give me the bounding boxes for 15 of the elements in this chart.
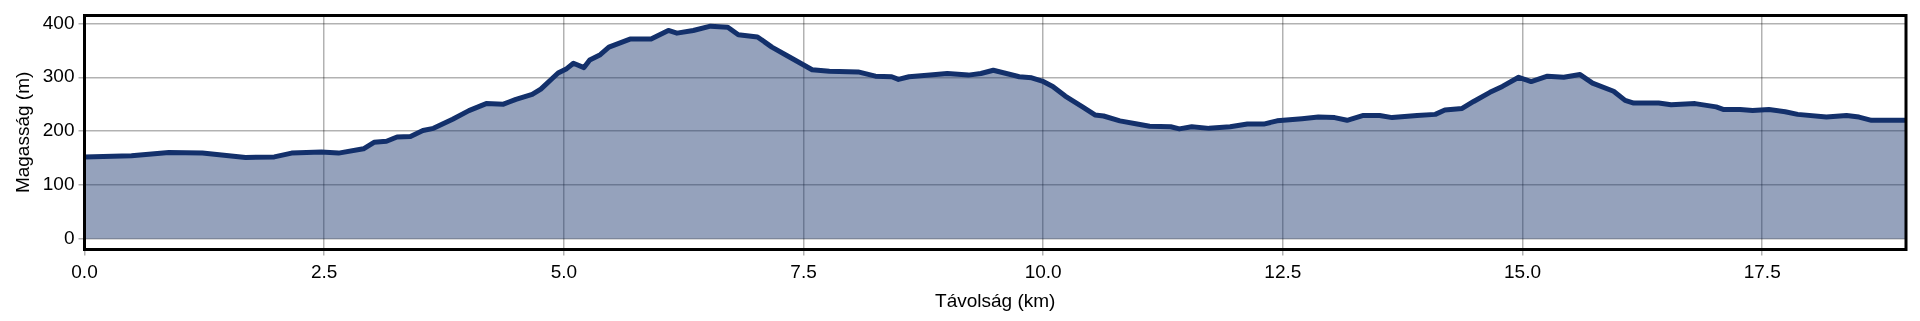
y-tick-label: 300: [42, 65, 75, 87]
y-tick-label: 200: [42, 119, 75, 141]
y-axis-title: Magasság (m): [11, 71, 33, 194]
x-tick-label: 7.5: [790, 261, 817, 283]
x-tick-label: 17.5: [1743, 261, 1781, 283]
y-tick-label: 0: [63, 226, 75, 248]
x-axis-title: Távolság (km): [935, 289, 1056, 311]
y-tick-label: 400: [42, 11, 75, 33]
x-tick-label: 2.5: [310, 261, 338, 283]
x-tick-label: 10.0: [1024, 261, 1062, 283]
x-tick-label: 5.0: [550, 261, 578, 283]
x-tick-label: 0.0: [71, 261, 98, 283]
x-tick-label: 15.0: [1504, 261, 1542, 283]
x-tick-label: 12.5: [1264, 261, 1302, 283]
y-tick-label: 100: [42, 173, 75, 195]
